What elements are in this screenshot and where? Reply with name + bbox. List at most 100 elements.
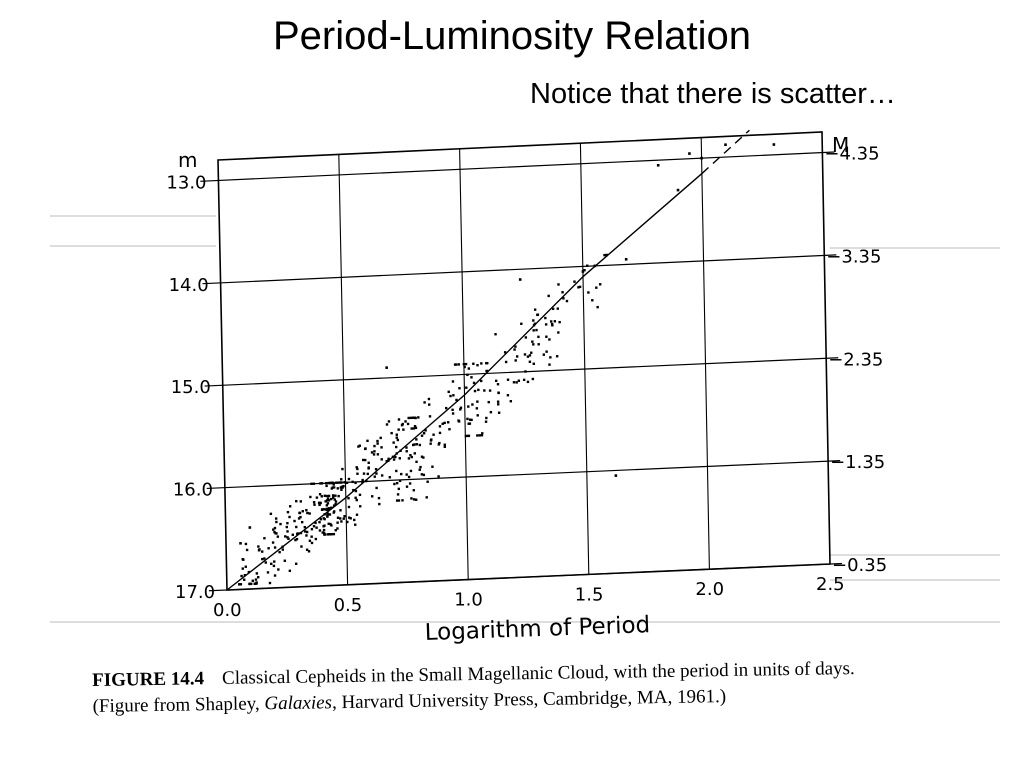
data-point-402 (489, 410, 493, 414)
data-point-90 (250, 582, 253, 586)
data-point-264 (392, 441, 395, 444)
data-point-422 (545, 335, 548, 338)
data-point-425 (496, 383, 500, 386)
data-point-245 (370, 451, 374, 454)
data-point-290 (398, 457, 402, 460)
left-tick-label-4: 17.0 (175, 582, 215, 603)
data-point-499 (581, 270, 585, 273)
data-point-464 (515, 381, 518, 384)
data-point-431 (468, 418, 472, 421)
data-point-348 (438, 425, 442, 428)
data-point-488 (532, 343, 535, 346)
data-point-482 (595, 286, 598, 289)
data-point-143 (254, 582, 257, 585)
data-point-208 (327, 508, 331, 511)
data-point-15 (323, 494, 326, 497)
data-point-372 (485, 361, 488, 365)
data-point-345 (443, 445, 447, 448)
data-point-446 (537, 335, 540, 339)
x-tick-labels: 0.0 0.5 1.0 1.5 2.0 2.5 (213, 574, 845, 621)
data-point-31 (295, 525, 298, 529)
data-point-457 (496, 400, 500, 403)
data-point-261 (336, 527, 339, 530)
data-point-212 (400, 472, 403, 476)
fit-line-dashed (701, 129, 750, 175)
data-point-249 (409, 416, 413, 420)
data-point-51 (308, 512, 311, 515)
data-point-8 (291, 533, 294, 536)
data-point-86 (264, 561, 267, 564)
data-point-137 (272, 528, 275, 531)
data-point-241 (332, 486, 336, 489)
data-point-404 (549, 320, 553, 323)
data-point-131 (330, 524, 333, 527)
data-point-441 (497, 411, 501, 414)
data-point-503 (614, 474, 618, 477)
data-point-403 (532, 362, 535, 365)
data-point-17 (263, 557, 266, 560)
data-point-242 (361, 458, 365, 462)
data-point-150 (238, 583, 241, 586)
data-point-57 (325, 484, 328, 488)
left-tick-label-2: 15.0 (171, 377, 211, 398)
data-point-219 (373, 450, 376, 453)
data-point-336 (447, 390, 450, 394)
data-point-334 (414, 498, 418, 501)
data-point-224 (336, 521, 339, 524)
data-point-94 (299, 515, 302, 519)
data-point-483 (548, 338, 551, 341)
data-point-481 (557, 283, 560, 286)
data-point-25 (325, 504, 329, 507)
data-point-324 (462, 363, 466, 366)
data-point-485 (549, 356, 552, 359)
data-point-259 (413, 425, 417, 428)
data-point-509 (772, 143, 776, 146)
data-point-291 (390, 431, 393, 435)
data-point-448 (487, 400, 490, 404)
data-point-38 (318, 493, 322, 496)
data-point-239 (347, 505, 351, 509)
data-point-401 (480, 434, 484, 437)
data-point-46 (335, 481, 338, 484)
data-point-139 (260, 550, 264, 553)
data-point-257 (332, 532, 336, 536)
scan-lines (50, 215, 1000, 623)
data-point-256 (356, 467, 359, 471)
data-point-209 (405, 473, 408, 476)
data-point-393 (397, 487, 401, 491)
slide-subtitle: Notice that there is scatter… (530, 78, 896, 110)
gridline-m-1 (202, 254, 837, 285)
data-point-117 (286, 510, 290, 514)
data-point-357 (465, 386, 468, 389)
data-point-349 (459, 406, 463, 409)
data-point-124 (325, 481, 328, 485)
data-point-271 (385, 423, 389, 426)
data-point-356 (476, 363, 479, 367)
data-point-308 (330, 481, 334, 485)
data-point-321 (424, 429, 427, 432)
data-point-193 (411, 443, 415, 447)
data-point-14 (272, 564, 276, 568)
data-point-119 (257, 549, 261, 552)
data-point-165 (396, 438, 400, 442)
data-point-36 (312, 501, 316, 504)
data-point-147 (288, 515, 291, 519)
left-tick-label-3: 16.0 (173, 480, 213, 501)
data-point-405 (506, 378, 510, 381)
data-point-206 (410, 427, 413, 430)
data-point-268 (379, 436, 382, 440)
gridline-m-0 (200, 151, 835, 182)
data-point-424 (483, 389, 486, 392)
data-point-293 (340, 520, 343, 523)
data-point-146 (284, 535, 287, 538)
data-point-1 (317, 501, 321, 505)
data-point-368 (419, 465, 422, 469)
data-point-497 (385, 366, 388, 369)
data-point-148 (245, 548, 249, 552)
data-point-24 (273, 560, 276, 563)
data-point-392 (451, 380, 455, 383)
data-point-491 (598, 283, 602, 286)
data-point-468 (537, 343, 540, 346)
data-point-232 (397, 418, 401, 421)
x-tick-label-4: 2.0 (695, 579, 724, 600)
